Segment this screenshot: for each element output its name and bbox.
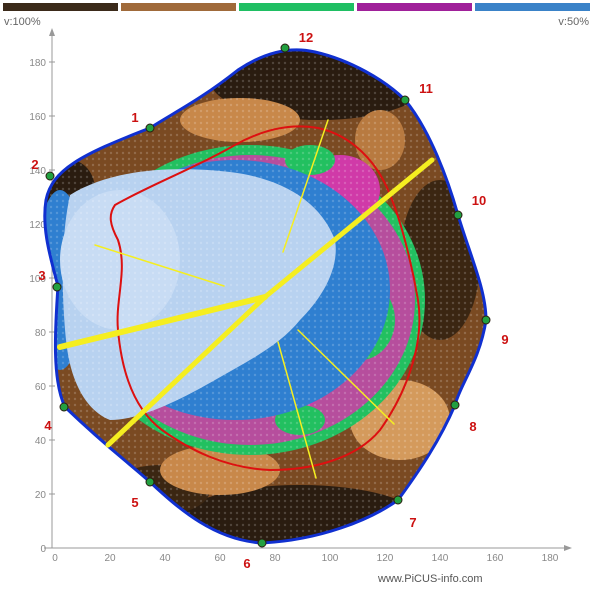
y-tick-label: 80 xyxy=(35,328,47,339)
sensor-dot xyxy=(481,315,491,325)
sensor-dot xyxy=(145,477,155,487)
x-tick-label: 40 xyxy=(159,553,171,564)
sensor-label: 3 xyxy=(38,268,45,283)
x-tick-label: 180 xyxy=(542,553,559,564)
y-tick-label: 60 xyxy=(35,382,47,393)
y-tick-label: 20 xyxy=(35,490,47,501)
x-tick-label: 60 xyxy=(214,553,226,564)
sensor-label: 4 xyxy=(44,418,52,433)
sensor-label: 1 xyxy=(131,110,138,125)
sensor-label: 10 xyxy=(472,193,486,208)
corner-label-right: v:50% xyxy=(558,16,589,28)
yellow-lines xyxy=(57,119,435,479)
x-tick-label: 80 xyxy=(269,553,281,564)
sensor-dot xyxy=(280,43,290,53)
sensor-dot xyxy=(52,282,62,292)
sensor-dot xyxy=(45,171,55,181)
sensor-dot xyxy=(257,538,267,548)
y-axis-ticks: 0 20 40 60 80 100 120 140 160 180 xyxy=(29,58,55,555)
footer-watermark: www.PiCUS-info.com xyxy=(377,573,483,585)
sensor-label: 8 xyxy=(469,419,476,434)
y-tick-label: 0 xyxy=(40,544,46,555)
sensor-dot xyxy=(400,95,410,105)
legend-swatch-2 xyxy=(121,3,236,11)
x-tick-label: 0 xyxy=(52,553,58,564)
legend-swatch-4 xyxy=(357,3,472,11)
corner-label-left: v:100% xyxy=(4,16,41,28)
x-axis-ticks: 0 20 40 60 80 100 120 140 160 180 xyxy=(52,553,559,564)
sensor-dot xyxy=(453,210,463,220)
sensor-label: 12 xyxy=(299,30,313,45)
sensor-dot xyxy=(450,400,460,410)
sensor-dot xyxy=(59,402,69,412)
sensor-label: 6 xyxy=(243,556,250,571)
sensor-dot xyxy=(393,495,403,505)
sensor-label: 2 xyxy=(31,157,38,172)
legend-swatch-1 xyxy=(3,3,118,11)
sensor-label: 5 xyxy=(131,495,138,510)
y-tick-label: 160 xyxy=(29,112,46,123)
y-tick-label: 100 xyxy=(29,274,46,285)
legend-swatch-5 xyxy=(475,3,590,11)
x-tick-label: 160 xyxy=(487,553,504,564)
sensor-label: 7 xyxy=(409,515,416,530)
y-tick-label: 180 xyxy=(29,58,46,69)
x-tick-label: 20 xyxy=(104,553,116,564)
y-tick-label: 140 xyxy=(29,166,46,177)
y-tick-label: 120 xyxy=(29,220,46,231)
legend-bar xyxy=(3,3,590,11)
trunk-outline xyxy=(43,48,488,545)
sensor-label: 9 xyxy=(501,332,508,347)
y-tick-label: 40 xyxy=(35,436,47,447)
x-tick-label: 140 xyxy=(432,553,449,564)
legend-swatch-3 xyxy=(239,3,354,11)
x-tick-label: 120 xyxy=(377,553,394,564)
x-tick-label: 100 xyxy=(322,553,339,564)
sensor-label: 11 xyxy=(419,81,433,96)
sensor-dot xyxy=(145,123,155,133)
